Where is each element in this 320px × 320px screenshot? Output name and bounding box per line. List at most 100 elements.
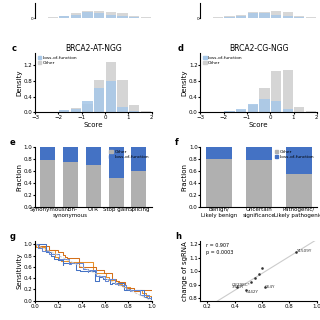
Text: e: e — [10, 138, 15, 147]
Bar — [83, 104, 93, 112]
Bar — [283, 70, 293, 112]
Bar — [271, 11, 281, 18]
Text: Y1509Y: Y1509Y — [296, 249, 312, 253]
Bar — [109, 178, 124, 207]
Bar — [285, 147, 311, 174]
Legend: Other, Loss-of-function: Other, Loss-of-function — [109, 149, 149, 159]
Y-axis label: Fraction: Fraction — [181, 163, 188, 191]
Legend: Other, Loss-of-function: Other, Loss-of-function — [274, 149, 315, 159]
Bar — [140, 17, 151, 18]
Text: h: h — [175, 232, 181, 241]
Point — [235, 285, 240, 290]
Bar — [59, 110, 69, 112]
Bar — [59, 16, 69, 18]
Bar — [271, 14, 281, 18]
Bar — [283, 109, 293, 112]
Bar — [109, 147, 124, 178]
Text: Q3298C*: Q3298C* — [232, 282, 251, 286]
Y-axis label: change of sgRNA: change of sgRNA — [181, 241, 188, 301]
Bar — [63, 147, 78, 162]
Bar — [236, 16, 246, 18]
X-axis label: Score: Score — [84, 122, 103, 128]
X-axis label: Score: Score — [249, 122, 268, 128]
Bar — [94, 11, 104, 18]
Text: d: d — [177, 44, 183, 53]
Bar — [306, 111, 316, 112]
Bar — [59, 110, 69, 112]
Bar — [224, 111, 235, 112]
Bar — [94, 13, 104, 18]
Bar — [236, 109, 246, 112]
Y-axis label: Fraction: Fraction — [16, 163, 22, 191]
Point — [260, 266, 265, 271]
Bar — [129, 16, 139, 18]
Y-axis label: Density: Density — [16, 69, 22, 96]
Bar — [283, 16, 293, 18]
Bar — [224, 17, 235, 18]
Bar — [129, 105, 139, 112]
Bar — [285, 174, 311, 207]
Bar — [41, 147, 55, 160]
Bar — [271, 71, 281, 112]
Bar — [213, 17, 223, 18]
Bar — [248, 12, 258, 18]
Bar — [246, 147, 272, 160]
Bar — [236, 14, 246, 18]
Text: C64Y: C64Y — [265, 285, 275, 289]
Bar — [71, 108, 81, 112]
Legend: Loss-of-function, Other: Loss-of-function, Other — [37, 55, 78, 65]
Bar — [83, 12, 93, 18]
Point — [252, 275, 258, 280]
Point — [262, 285, 267, 290]
Point — [294, 250, 299, 255]
Point — [249, 279, 254, 284]
Bar — [63, 162, 78, 207]
Bar — [294, 17, 304, 18]
Bar — [132, 171, 146, 207]
Bar — [117, 16, 128, 18]
Bar — [71, 14, 81, 18]
Bar — [41, 160, 55, 207]
Y-axis label: Sensitivity: Sensitivity — [16, 253, 22, 289]
Bar — [117, 80, 128, 112]
Point — [243, 287, 248, 292]
Text: g: g — [10, 232, 16, 241]
Y-axis label: Density: Density — [181, 69, 188, 96]
Bar — [224, 111, 235, 112]
Bar — [206, 159, 232, 207]
Bar — [224, 16, 235, 18]
Bar — [294, 16, 304, 18]
Text: C442Y: C442Y — [246, 290, 259, 294]
Bar — [86, 147, 101, 165]
Bar — [271, 101, 281, 112]
Bar — [283, 12, 293, 18]
Bar — [83, 11, 93, 18]
Bar — [246, 160, 272, 207]
Bar — [71, 108, 81, 112]
Text: c: c — [12, 44, 17, 53]
Bar — [117, 13, 128, 18]
Point — [257, 271, 262, 276]
Bar — [59, 16, 69, 18]
Bar — [140, 111, 151, 112]
Bar — [48, 17, 58, 18]
Bar — [106, 81, 116, 112]
Bar — [106, 62, 116, 112]
Text: f: f — [175, 138, 179, 147]
Title: BRCA2-CG-NGG: BRCA2-CG-NGG — [229, 44, 288, 53]
Text: p = 0.0003: p = 0.0003 — [206, 250, 234, 255]
Bar — [259, 12, 269, 18]
Bar — [83, 100, 93, 112]
Title: BRCA2-AT-NGG: BRCA2-AT-NGG — [65, 44, 122, 53]
Bar — [94, 88, 104, 112]
Bar — [129, 111, 139, 112]
Bar — [259, 88, 269, 112]
Bar — [248, 13, 258, 18]
Bar — [259, 99, 269, 112]
Bar — [86, 165, 101, 207]
Bar — [129, 17, 139, 18]
Bar — [71, 13, 81, 18]
Bar — [248, 104, 258, 112]
Text: r = 0.907: r = 0.907 — [206, 243, 229, 248]
Bar — [132, 147, 146, 171]
